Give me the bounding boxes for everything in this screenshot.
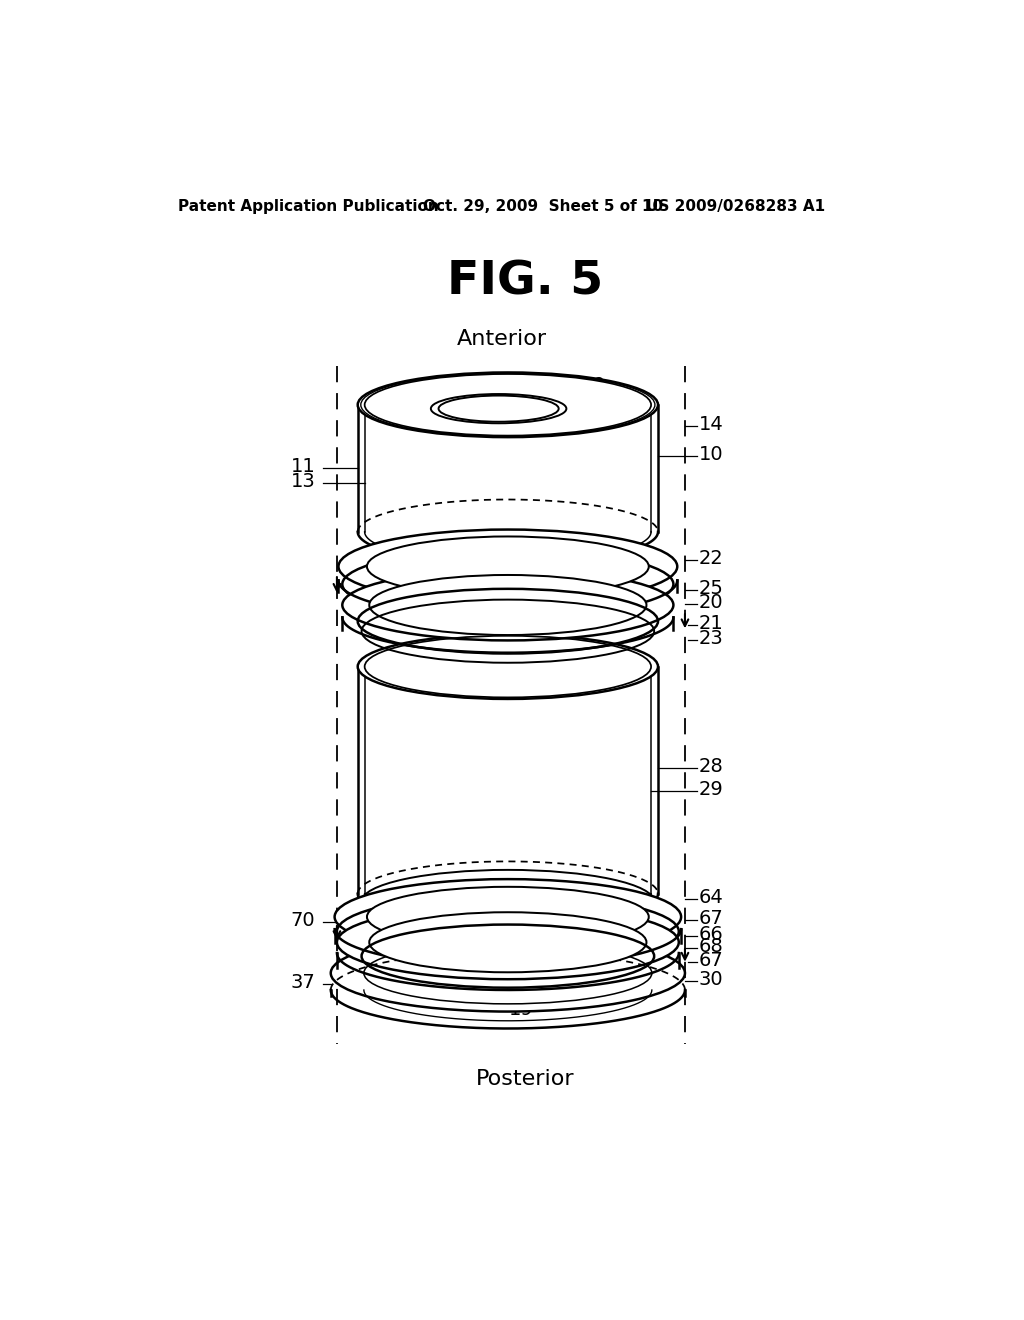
Ellipse shape (339, 529, 677, 603)
Ellipse shape (370, 576, 646, 635)
Text: 30: 30 (698, 970, 723, 989)
Text: Oct. 29, 2009  Sheet 5 of 10: Oct. 29, 2009 Sheet 5 of 10 (423, 198, 664, 214)
Text: 67: 67 (698, 952, 724, 970)
Text: FIG. 5: FIG. 5 (446, 259, 603, 304)
Ellipse shape (367, 536, 649, 597)
Ellipse shape (370, 912, 646, 973)
Text: 64: 64 (698, 888, 724, 907)
Text: 28: 28 (698, 758, 724, 776)
Text: 22: 22 (698, 549, 724, 569)
Ellipse shape (357, 372, 658, 437)
Text: US 2009/0268283 A1: US 2009/0268283 A1 (646, 198, 825, 214)
Text: 10: 10 (698, 445, 723, 465)
Text: Patent Application Publication: Patent Application Publication (178, 198, 439, 214)
Text: 68: 68 (698, 937, 724, 956)
Text: 19: 19 (509, 999, 534, 1019)
Text: 29: 29 (698, 780, 724, 800)
Text: 12: 12 (446, 380, 471, 399)
Ellipse shape (342, 570, 674, 640)
Text: Anterior: Anterior (457, 330, 547, 350)
Text: Posterior: Posterior (475, 1069, 574, 1089)
Ellipse shape (331, 935, 685, 1011)
Text: 11: 11 (291, 457, 315, 477)
Text: 37: 37 (291, 973, 315, 991)
Text: 70: 70 (291, 911, 315, 931)
Ellipse shape (357, 635, 658, 700)
Text: 20: 20 (698, 593, 723, 612)
Ellipse shape (367, 887, 649, 946)
Text: 21: 21 (698, 614, 724, 634)
Text: 14: 14 (698, 414, 724, 433)
Text: 23: 23 (698, 630, 724, 648)
Text: 66: 66 (698, 925, 724, 944)
Ellipse shape (337, 906, 679, 979)
Text: 13: 13 (291, 473, 315, 491)
Text: 67: 67 (698, 909, 724, 928)
Ellipse shape (335, 879, 681, 954)
Text: 25: 25 (698, 578, 724, 598)
Text: 9: 9 (593, 376, 605, 395)
